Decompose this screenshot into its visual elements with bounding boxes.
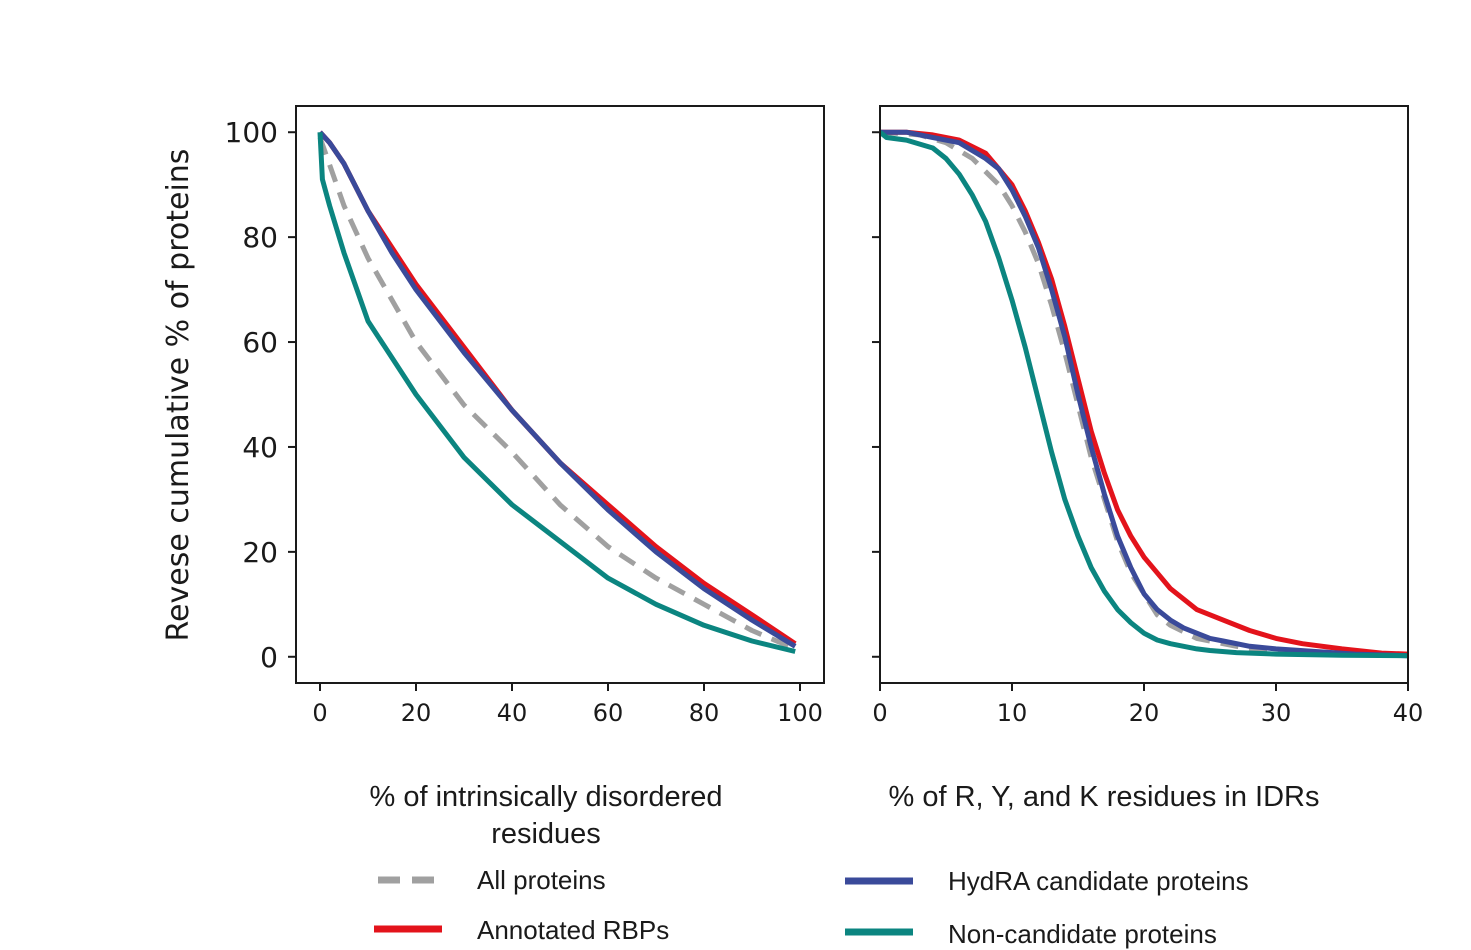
right-x-tick-label-0: 0	[872, 699, 887, 727]
right-x-tick-label-30: 30	[1261, 699, 1292, 727]
left-y-tick-label-60: 60	[242, 326, 278, 359]
left-x-tick-label-100: 100	[777, 699, 823, 727]
right-series-non-candidate-proteins	[880, 132, 1408, 656]
right-x-tick-label-20: 20	[1129, 699, 1160, 727]
left-x-axis-label-line2: residues	[491, 818, 601, 850]
left-series-all-proteins	[320, 138, 795, 649]
left-y-tick-label-100: 100	[225, 116, 278, 149]
left-y-tick-label-40: 40	[242, 431, 278, 464]
left-y-tick-label-80: 80	[242, 221, 278, 254]
legend-label-annotated-rbps: Annotated RBPs	[477, 915, 669, 945]
left-y-tick-label-0: 0	[260, 641, 278, 674]
right-series-annotated-rbps	[880, 132, 1408, 654]
legend-label-non-candidate-proteins: Non-candidate proteins	[948, 919, 1217, 949]
left-x-tick-label-80: 80	[689, 699, 720, 727]
legend: All proteins Annotated RBPs HydRA candid…	[374, 865, 1249, 949]
right-x-axis-label: % of R, Y, and K residues in IDRs	[889, 781, 1320, 813]
chart-right: 0 10 20 30 40 % of R, Y, and K residues in I…	[872, 106, 1423, 813]
left-plot-lines	[320, 132, 795, 651]
left-y-tick-label-20: 20	[242, 536, 278, 569]
left-x-tick-label-60: 60	[593, 699, 624, 727]
right-series-hydra-candidate-proteins	[880, 132, 1408, 656]
left-series-non-candidate-proteins	[320, 132, 795, 651]
right-x-tick-label-10: 10	[997, 699, 1028, 727]
right-x-tick-label-40: 40	[1393, 699, 1424, 727]
right-plot-lines	[880, 132, 1408, 656]
legend-label-hydra-candidate-proteins: HydRA candidate proteins	[948, 866, 1249, 896]
right-series-all-proteins	[880, 132, 1408, 655]
chart-left: 0 20 40 60 80 100 0 20 40 60 80 100 Revese cumulati…	[161, 106, 824, 850]
left-x-axis-label-line1: % of intrinsically disordered	[370, 781, 723, 813]
y-axis-label: Revese cumulative % of proteins	[161, 149, 196, 642]
left-series-annotated-rbps	[320, 132, 795, 644]
left-x-tick-label-20: 20	[401, 699, 432, 727]
left-x-tick-label-0: 0	[312, 699, 327, 727]
left-series-hydra-candidate-proteins	[320, 132, 795, 646]
left-plot-frame	[296, 106, 824, 683]
left-x-tick-label-40: 40	[497, 699, 528, 727]
legend-label-all-proteins: All proteins	[477, 865, 606, 895]
